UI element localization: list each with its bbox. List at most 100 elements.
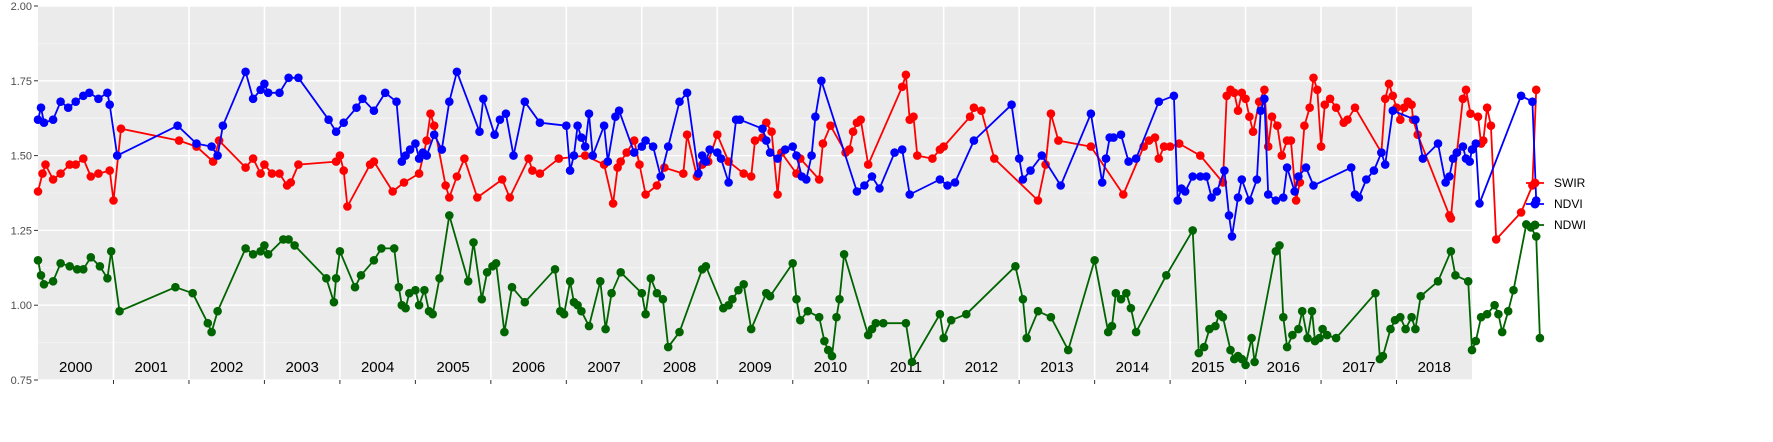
data-point-ndvi [422, 151, 432, 160]
data-point-ndvi [1202, 172, 1211, 181]
data-point-ndvi [1252, 175, 1262, 184]
data-point-ndvi [1528, 97, 1537, 106]
data-point-ndwi [241, 244, 250, 253]
data-point-ndwi [792, 294, 801, 304]
data-point-ndvi [331, 127, 341, 136]
data-point-ndvi [817, 76, 826, 86]
data-point-ndvi [1475, 199, 1484, 208]
data-point-swir [969, 103, 979, 112]
data-point-ndwi [284, 235, 293, 244]
data-point-swir [1396, 115, 1405, 124]
data-point-ndwi [1303, 333, 1312, 343]
data-point-ndwi [796, 315, 805, 325]
data-point-swir [1313, 85, 1322, 95]
data-point-swir [1033, 196, 1043, 205]
data-point-ndwi [1535, 333, 1545, 343]
data-point-ndvi [807, 151, 816, 160]
data-point-ndvi [1037, 151, 1047, 160]
data-point-ndwi [1446, 247, 1456, 256]
data-point-ndvi [935, 175, 945, 184]
data-point-ndwi [835, 294, 844, 304]
y-tick-label: 1.50 [11, 151, 32, 163]
data-point-ndvi [1388, 106, 1398, 115]
data-point-ndwi [507, 282, 517, 292]
data-point-ndvi [890, 148, 899, 157]
data-point-ndwi [65, 262, 74, 271]
data-point-ndvi [1290, 187, 1299, 196]
data-point-ndwi [203, 318, 213, 328]
data-point-ndvi [1458, 142, 1468, 151]
data-point-ndwi [329, 297, 339, 307]
data-point-swir [422, 136, 432, 145]
data-point-ndvi [103, 88, 112, 98]
year-label: 2003 [285, 359, 318, 376]
data-point-swir [1245, 112, 1254, 121]
legend-label-ndwi: NDWI [1554, 218, 1586, 232]
data-point-ndwi [435, 274, 444, 283]
data-point-ndvi [369, 106, 379, 115]
data-point-ndvi [860, 181, 869, 190]
legend-label-ndvi: NDVI [1554, 197, 1583, 211]
data-point-swir [1466, 109, 1475, 118]
data-point-swir [1350, 103, 1360, 112]
data-point-swir [818, 139, 828, 148]
data-point-ndvi [213, 151, 222, 160]
data-point-ndvi [437, 145, 447, 154]
data-point-ndvi [1465, 157, 1474, 166]
data-point-swir [608, 199, 618, 208]
data-point-ndvi [192, 139, 201, 148]
data-point-swir [275, 169, 284, 178]
data-point-ndwi [171, 282, 180, 292]
year-label: 2009 [738, 359, 771, 376]
data-point-ndvi [1220, 166, 1229, 175]
data-point-ndwi [1033, 306, 1043, 316]
data-point-swir [1516, 208, 1526, 217]
data-point-ndwi [550, 265, 560, 274]
data-point-ndvi [1026, 166, 1035, 175]
data-point-ndwi [477, 294, 487, 304]
data-point-ndwi [1194, 348, 1204, 358]
data-point-ndwi [420, 285, 429, 295]
data-point-ndwi [248, 250, 258, 259]
data-point-swir [38, 169, 47, 178]
data-point-ndwi [1288, 330, 1297, 340]
data-point-ndwi [746, 324, 756, 334]
data-point-ndvi [802, 175, 811, 184]
data-point-ndwi [871, 318, 881, 328]
data-point-ndwi [879, 318, 888, 328]
data-point-ndvi [969, 136, 979, 145]
data-point-swir [445, 193, 454, 202]
data-point-swir [739, 169, 748, 178]
data-point-ndvi [1237, 175, 1247, 184]
data-point-swir [1473, 112, 1483, 121]
data-point-swir [682, 130, 692, 139]
data-point-ndwi [263, 250, 273, 259]
data-point-swir [286, 178, 296, 187]
data-point-ndwi [356, 271, 366, 280]
data-point-ndvi [694, 169, 703, 178]
data-point-swir [105, 166, 114, 175]
data-point-swir [580, 151, 590, 160]
year-labels: 2000 2001 2002 2003 2004 2005 2006 2007 2008 2009… [59, 359, 1451, 376]
data-point-ndwi [601, 324, 610, 334]
year-label: 2014 [1116, 359, 1149, 376]
data-point-ndwi [1407, 312, 1416, 322]
data-point-ndvi [445, 97, 454, 106]
data-point-ndwi [36, 271, 46, 280]
data-point-swir [897, 82, 907, 92]
data-point-ndwi [1451, 271, 1460, 280]
data-point-ndwi [56, 259, 65, 268]
data-point-ndvi [1097, 178, 1107, 187]
data-point-ndvi [85, 88, 94, 98]
data-point-ndwi [500, 327, 509, 337]
y-tick-label: 2.00 [11, 1, 32, 13]
data-point-ndwi [1188, 226, 1197, 235]
data-point-ndwi [1275, 241, 1284, 250]
data-point-swir [1263, 142, 1273, 151]
data-point-ndvi [495, 115, 505, 124]
data-point-ndvi [1271, 196, 1281, 205]
data-point-ndvi [1418, 154, 1428, 163]
data-point-ndwi [469, 238, 478, 247]
year-label: 2001 [135, 359, 168, 376]
data-point-ndvi [1212, 187, 1222, 196]
